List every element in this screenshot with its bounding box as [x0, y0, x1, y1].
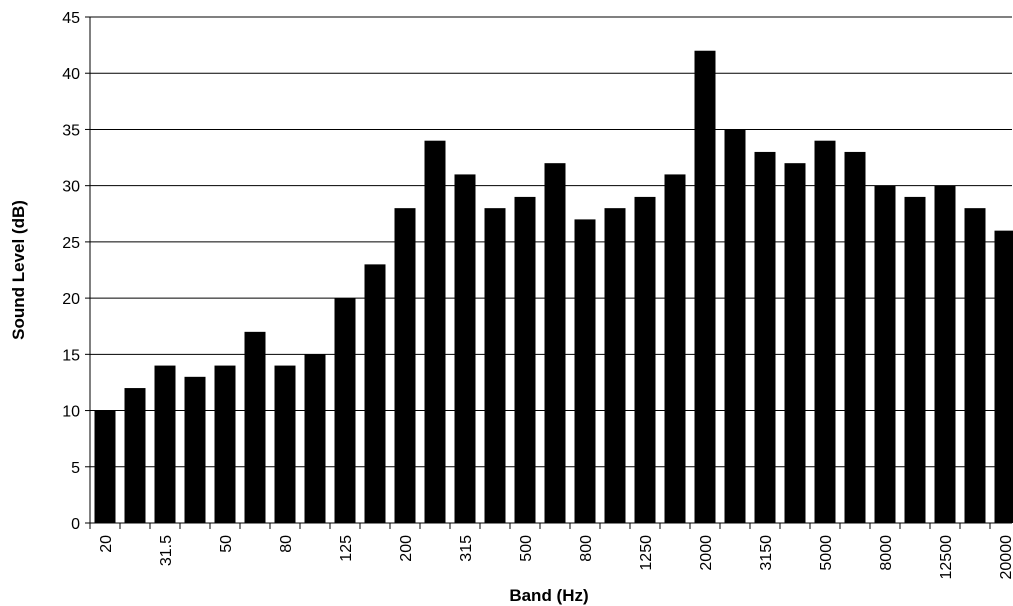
bar [424, 140, 446, 523]
bar [124, 388, 146, 523]
bar [484, 208, 506, 523]
bar [514, 196, 536, 523]
bar [364, 264, 386, 523]
x-tick-label: 31.5 [158, 535, 175, 566]
y-axis-title: Sound Level (dB) [9, 200, 28, 340]
bar [604, 208, 626, 523]
x-tick-label: 800 [578, 535, 595, 562]
x-tick-label: 5000 [818, 535, 835, 571]
bar [184, 376, 206, 523]
bar [274, 365, 296, 523]
y-tick-label: 15 [62, 347, 80, 364]
x-axis-title: Band (Hz) [509, 586, 588, 605]
bar [754, 151, 776, 523]
x-tick-label: 315 [458, 535, 475, 562]
bar [634, 196, 656, 523]
x-tick-label: 20 [98, 535, 115, 553]
y-tick-label: 35 [62, 122, 80, 139]
bar [544, 163, 566, 523]
bar [454, 174, 476, 523]
bar [724, 129, 746, 523]
bar [574, 219, 596, 523]
x-tick-label: 500 [518, 535, 535, 562]
bar [214, 365, 236, 523]
bar [934, 185, 956, 523]
bar [664, 174, 686, 523]
bar [394, 208, 416, 523]
bar [874, 185, 896, 523]
bar [304, 354, 326, 523]
y-tick-label: 5 [71, 460, 80, 477]
bar [904, 196, 926, 523]
x-tick-label: 12500 [938, 535, 955, 580]
y-tick-label: 20 [62, 291, 80, 308]
bar [964, 208, 986, 523]
x-tick-label: 50 [218, 535, 235, 553]
y-tick-label: 10 [62, 404, 80, 421]
bar [814, 140, 836, 523]
x-tick-label: 8000 [878, 535, 895, 571]
y-tick-label: 45 [62, 10, 80, 27]
x-tick-label: 3150 [758, 535, 775, 571]
bar [94, 410, 116, 523]
bar [844, 151, 866, 523]
bar [334, 298, 356, 523]
bar [244, 331, 266, 523]
x-tick-label: 1250 [638, 535, 655, 571]
x-axis: 20 31.5 50 80 125 200 315 500 800 1250 2000 3150 500… [89, 522, 1013, 580]
bar [994, 230, 1013, 523]
y-tick-label: 30 [62, 179, 80, 196]
y-axis: 0 5 10 15 20 25 30 35 40 45 [62, 10, 91, 533]
x-tick-label: 2000 [698, 535, 715, 571]
bar [784, 163, 806, 523]
y-tick-label: 25 [62, 235, 80, 252]
x-tick-label: 80 [278, 535, 295, 553]
y-tick-label: 40 [62, 66, 80, 83]
x-tick-label: 200 [398, 535, 415, 562]
y-tick-label: 0 [71, 516, 80, 533]
x-tick-label: 125 [338, 535, 355, 562]
bar [694, 50, 716, 523]
bar [154, 365, 176, 523]
x-tick-label: 20000 [998, 535, 1013, 580]
bars-group [94, 50, 1013, 523]
